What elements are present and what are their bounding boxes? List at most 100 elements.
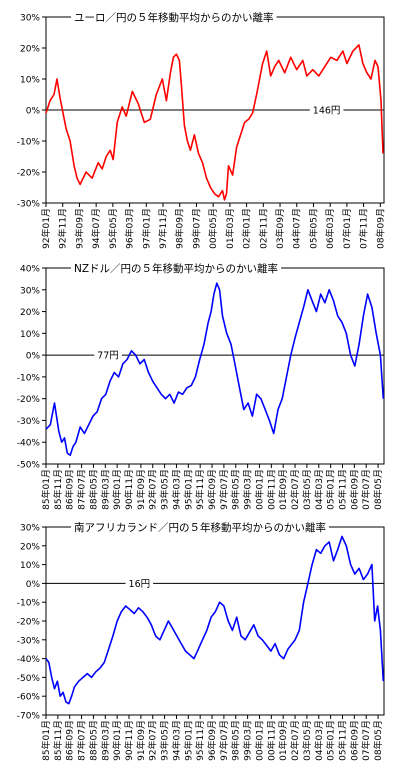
x-tick-label: 87年07月	[76, 720, 88, 761]
baseline-annotation: 77円	[97, 351, 119, 362]
x-tick-label: 05年01月	[325, 469, 337, 510]
plot-frame	[45, 267, 385, 465]
x-tick-label: 00年11月	[265, 469, 277, 510]
x-tick-label: 95年11月	[194, 720, 206, 761]
y-tick-label: -40%	[17, 439, 41, 449]
chart-title: ユーロ／円の５年移動平均からのかい離率	[74, 11, 274, 24]
plot-frame	[45, 526, 385, 716]
x-tick-label: 90年01月	[111, 469, 123, 510]
x-tick-label: 05年11月	[336, 720, 348, 761]
x-tick-label: 07年07月	[360, 720, 372, 761]
chart-title-bg	[71, 10, 277, 25]
chart-3: 30%20%10%0%-10%-20%-30%-40%-50%-60%-70%8…	[17, 520, 385, 761]
y-tick-label: -30%	[17, 636, 41, 646]
series-line	[45, 282, 385, 457]
x-tick-label: 01年09月	[277, 469, 289, 510]
annotation-bg	[125, 577, 154, 591]
x-tick-label: 94年03月	[170, 720, 182, 761]
x-tick-label: 05年05月	[307, 208, 319, 249]
x-tick-label: 07年07月	[360, 469, 372, 510]
series-line	[45, 535, 385, 705]
baseline-annotation: 146円	[313, 106, 341, 117]
x-tick-label: 88年05月	[87, 469, 99, 510]
x-tick-label: 98年05月	[230, 720, 242, 761]
x-tick-label: 08年05月	[372, 720, 384, 761]
x-tick-label: 99年03月	[242, 469, 254, 510]
annotation-bg	[94, 349, 122, 363]
x-tick-label: 02年07月	[289, 469, 301, 510]
y-tick-label: 0%	[26, 580, 41, 590]
x-tick-label: 04年03月	[313, 720, 325, 761]
y-tick-label: 0%	[26, 107, 41, 117]
y-tick-label: 20%	[20, 308, 40, 318]
x-tick-label: 93年05月	[159, 720, 171, 761]
annotation-bg	[309, 104, 344, 118]
y-tick-label: -50%	[17, 461, 41, 471]
y-tick-label: -30%	[17, 200, 41, 210]
x-tick-label: 99年03月	[242, 720, 254, 761]
x-tick-label: 03年09月	[274, 208, 286, 249]
x-tick-label: 04年07月	[291, 208, 303, 249]
x-tick-label: 96年09月	[206, 469, 218, 510]
x-tick-label: 97年07月	[218, 720, 230, 761]
x-tick-label: 93年09月	[73, 208, 85, 249]
x-tick-label: 04年03月	[313, 469, 325, 510]
x-tick-label: 00年11月	[265, 720, 277, 761]
x-tick-label: 07年01月	[341, 208, 353, 249]
y-tick-label: 20%	[20, 45, 40, 55]
y-tick-label: -60%	[17, 693, 41, 703]
y-tick-label: 10%	[20, 76, 40, 86]
x-tick-label: 92年01月	[40, 208, 52, 249]
x-tick-label: 89年03月	[99, 720, 111, 761]
x-tick-label: 06年09月	[348, 469, 360, 510]
x-tick-label: 98年05月	[230, 469, 242, 510]
x-tick-label: 88年05月	[87, 720, 99, 761]
x-tick-label: 89年03月	[99, 469, 111, 510]
y-tick-label: 30%	[20, 524, 40, 534]
x-tick-label: 06年03月	[324, 208, 336, 249]
x-tick-label: 87年07月	[76, 469, 88, 510]
x-tick-label: 01年09月	[277, 720, 289, 761]
y-tick-label: -20%	[17, 618, 41, 628]
x-tick-label: 94年07月	[90, 208, 102, 249]
y-tick-label: -20%	[17, 395, 41, 405]
y-tick-label: 10%	[20, 561, 40, 571]
x-tick-label: 92年07月	[147, 469, 159, 510]
x-tick-label: 07年11月	[358, 208, 370, 249]
x-tick-label: 85年01月	[40, 720, 52, 761]
x-tick-label: 00年01月	[253, 469, 265, 510]
x-tick-label: 92年11月	[57, 208, 69, 249]
x-tick-label: 85年11月	[52, 720, 64, 761]
series-line	[45, 44, 384, 201]
x-tick-label: 90年01月	[111, 720, 123, 761]
x-tick-label: 02年07月	[289, 720, 301, 761]
y-tick-label: -30%	[17, 417, 41, 427]
y-tick-label: -10%	[17, 599, 41, 609]
y-tick-label: 20%	[20, 542, 40, 552]
x-tick-label: 00年01月	[253, 720, 265, 761]
x-tick-label: 96年03月	[124, 208, 136, 249]
x-tick-label: 01年03月	[224, 208, 236, 249]
x-tick-label: 97年01月	[140, 208, 152, 249]
y-tick-label: -50%	[17, 674, 41, 684]
x-tick-label: 02年11月	[257, 208, 269, 249]
x-tick-label: 08年09月	[374, 208, 386, 249]
x-tick-label: 03年05月	[301, 469, 313, 510]
x-tick-label: 96年09月	[206, 720, 218, 761]
x-tick-label: 91年09月	[135, 469, 147, 510]
x-tick-label: 95年01月	[182, 720, 194, 761]
chart-title-bg	[71, 520, 329, 535]
baseline-annotation: 16円	[129, 579, 151, 590]
x-tick-label: 86年09月	[64, 469, 76, 510]
x-tick-label: 05年11月	[336, 469, 348, 510]
chart-title: 南アフリカランド／円の５年移動平均からのかい離率	[74, 521, 326, 534]
chart-title-bg	[71, 261, 282, 276]
y-tick-label: -10%	[17, 373, 41, 383]
y-tick-label: 30%	[20, 286, 40, 296]
y-tick-label: 0%	[26, 352, 41, 362]
x-tick-label: 91年09月	[135, 720, 147, 761]
x-tick-label: 86年09月	[64, 720, 76, 761]
chart-1: 30% 20% 10% 0% -10% -20% -30%92年01月 92年11月 93年09…	[17, 10, 386, 249]
y-tick-label: -10%	[17, 138, 41, 148]
